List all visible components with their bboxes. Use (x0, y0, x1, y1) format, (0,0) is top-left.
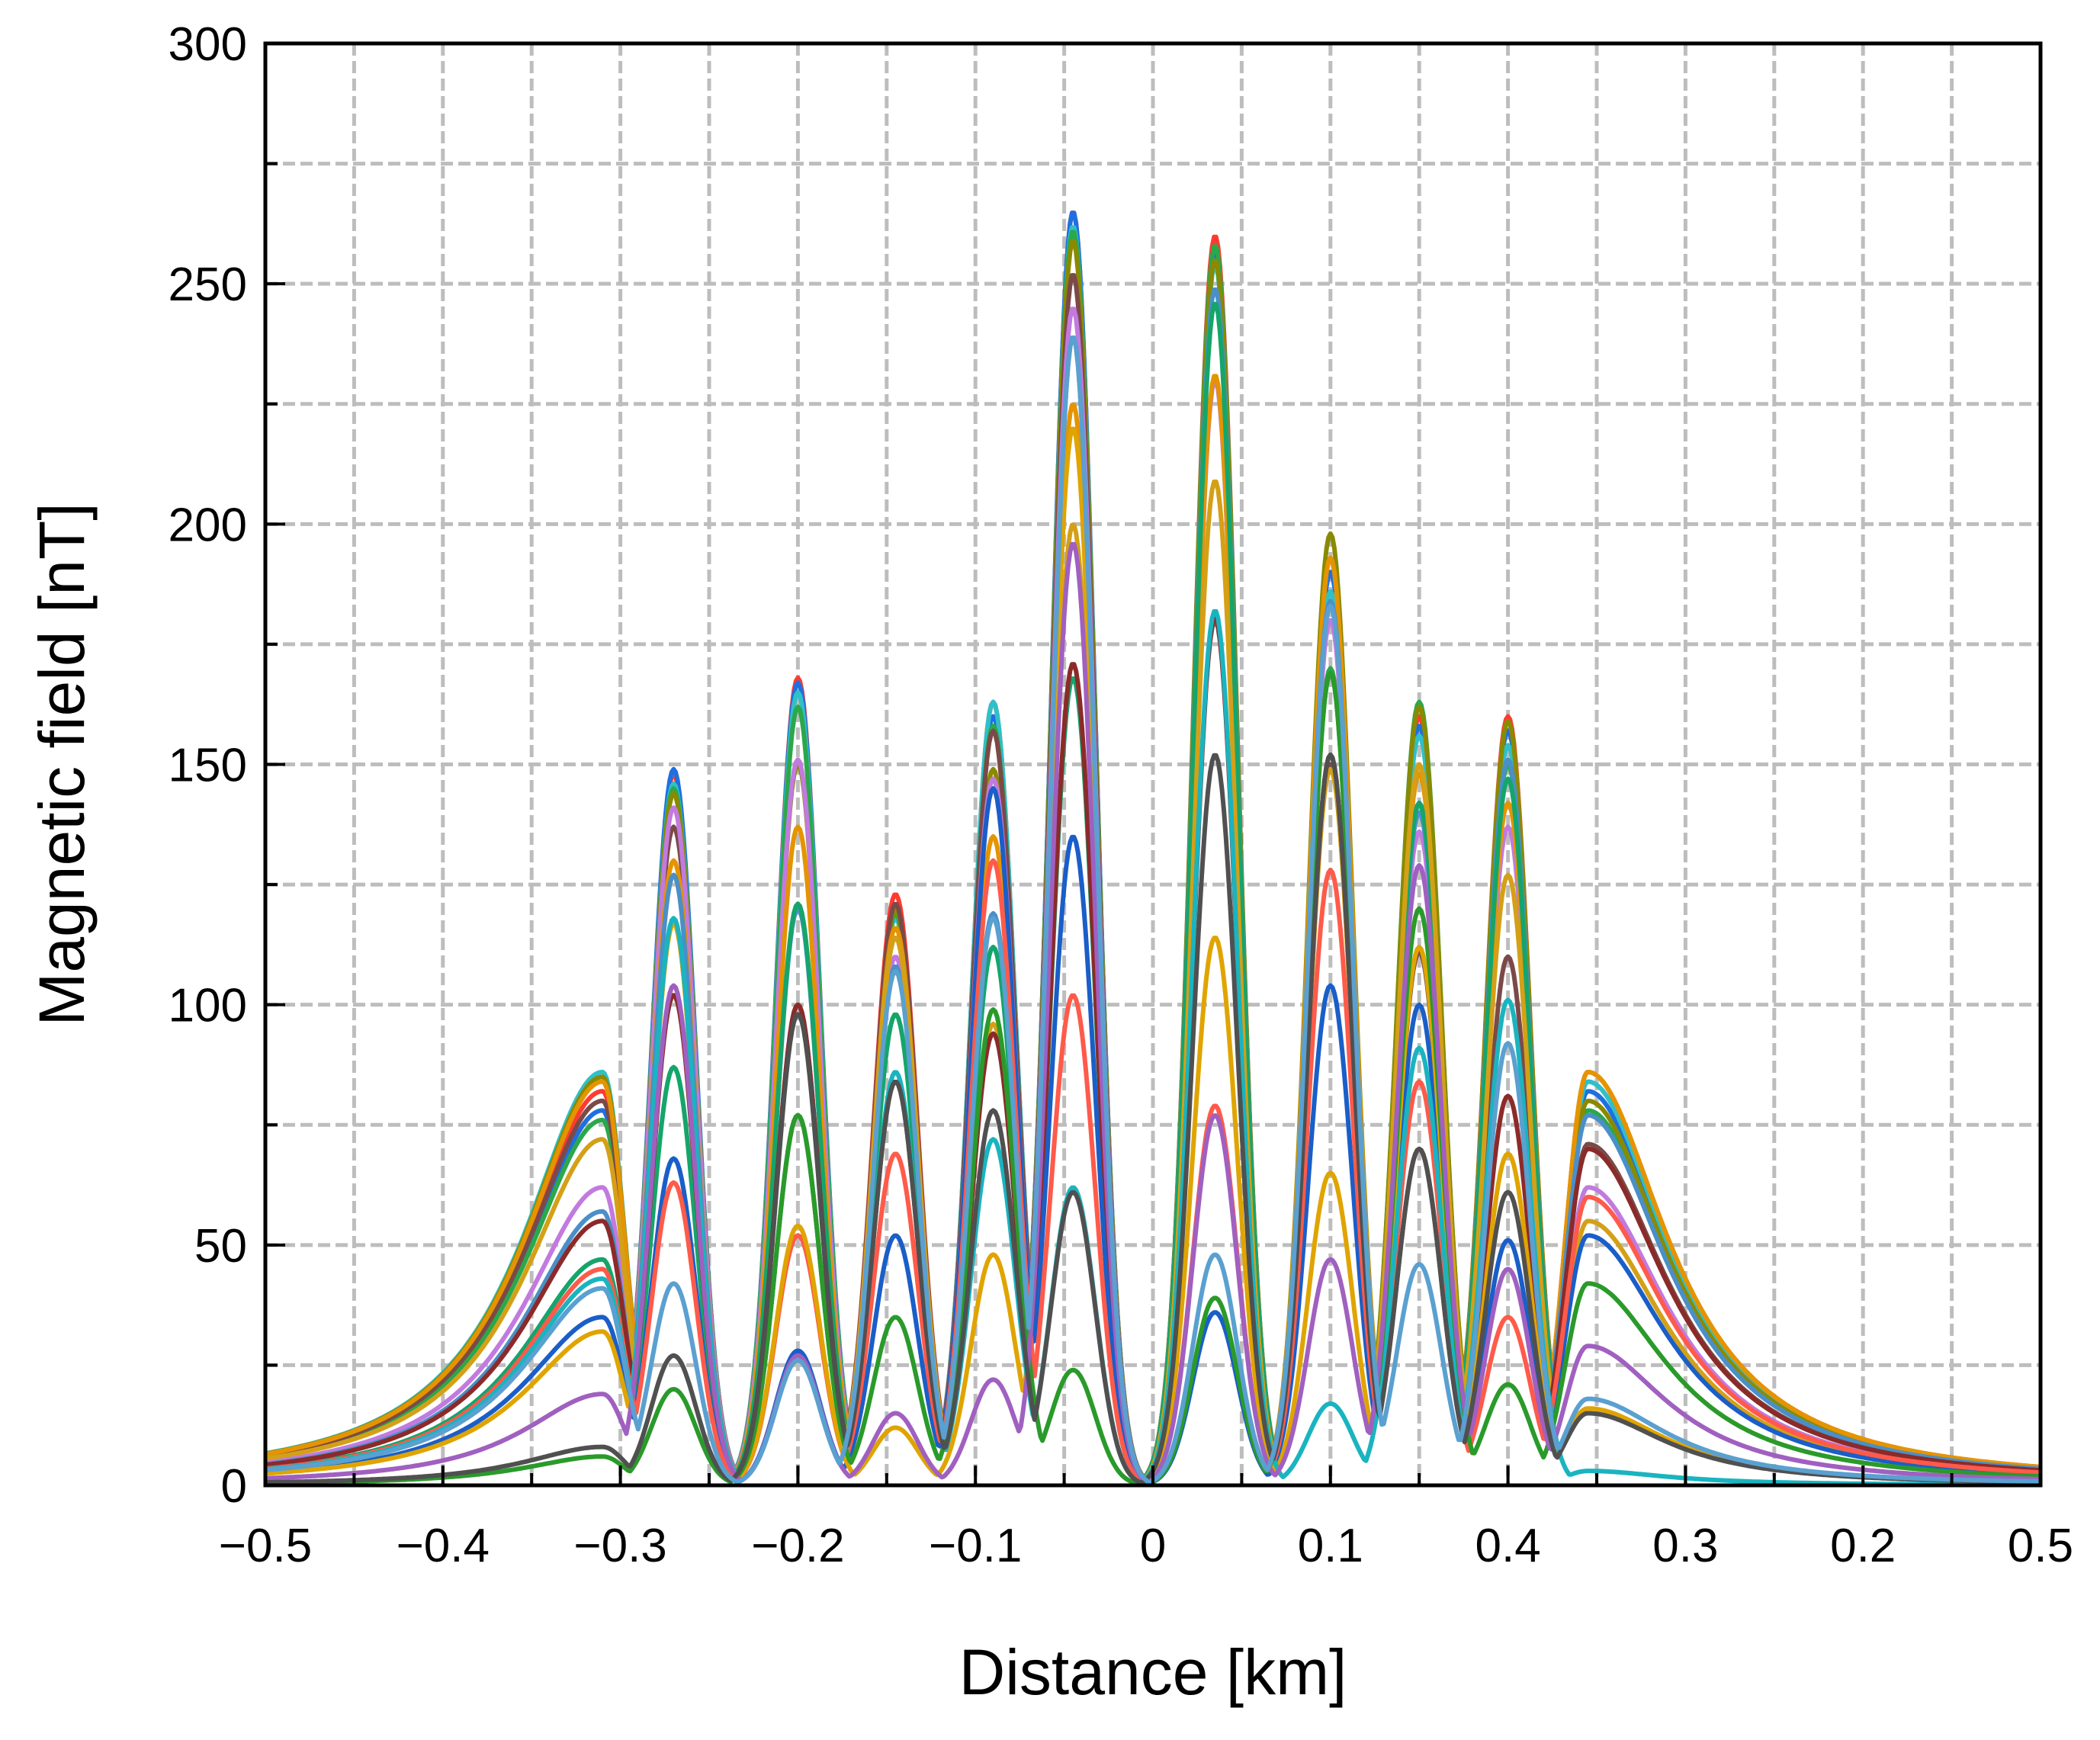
y-tick-label: 50 (194, 1220, 247, 1273)
x-axis-title: Distance [km] (959, 1636, 1347, 1708)
y-tick-label: 0 (221, 1460, 247, 1513)
x-tick-label: 0.5 (2008, 1520, 2073, 1572)
y-axis-title: Magnetic field [nT] (26, 502, 98, 1026)
x-tick-label: −0.5 (219, 1520, 312, 1572)
y-tick-label: 300 (169, 18, 247, 71)
x-tick-label: −0.3 (573, 1520, 666, 1572)
x-tick-label: −0.2 (751, 1520, 844, 1572)
x-tick-label: 0.1 (1298, 1520, 1363, 1572)
x-tick-label: 0.2 (1830, 1520, 1896, 1572)
ticks (264, 42, 2042, 1487)
series-layer (265, 210, 2041, 1488)
y-tick-label: 100 (169, 980, 247, 1032)
x-tick-label: −0.4 (397, 1520, 490, 1572)
tick-labels: −0.5 −0.4 −0.3 −0.2 −0.1 0 0.1 0.4 0.3 0.2 0.5 0 50 1… (169, 18, 2074, 1572)
x-tick-label: 0.3 (1652, 1520, 1718, 1572)
x-tick-label: 0 (1140, 1520, 1166, 1572)
y-tick-label: 250 (169, 258, 247, 311)
x-tick-label: −0.1 (929, 1520, 1022, 1572)
x-tick-label: 0.4 (1475, 1520, 1540, 1572)
y-tick-label: 200 (169, 499, 247, 551)
y-tick-label: 150 (169, 740, 247, 792)
